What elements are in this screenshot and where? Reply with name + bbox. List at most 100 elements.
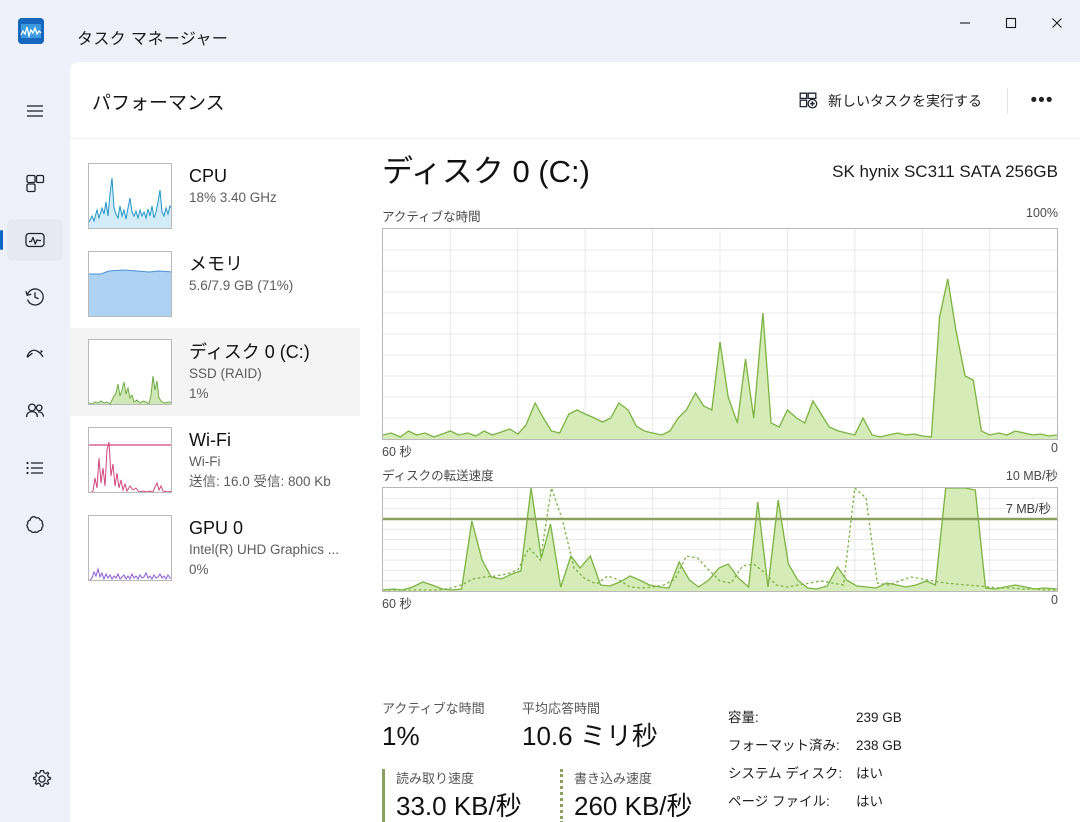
- active-time-labels: アクティブな時間 100%: [382, 206, 1058, 226]
- list-item-sub2: 1%: [189, 386, 209, 401]
- list-item-sub2: 送信: 16.0 受信: 800 Kb: [189, 474, 331, 489]
- info-row: 容量: 239 GB: [728, 704, 929, 732]
- transfer-rate-axis-left: 60 秒: [382, 597, 412, 611]
- minimize-button[interactable]: [942, 0, 988, 46]
- info-value: 239 GB: [856, 710, 902, 725]
- list-item-sub1: 18% 3.40 GHz: [189, 190, 277, 205]
- new-task-icon: [798, 90, 818, 113]
- details-icon: [24, 457, 46, 479]
- info-value: SSD (RAID): [856, 816, 929, 822]
- stats-block: アクティブな時間 1% 平均応答時間 10.6 ミリ秒 読み取り速度 33.0 …: [382, 699, 714, 822]
- stat-read-label: 読み取り速度: [396, 771, 475, 786]
- list-item-memory[interactable]: メモリ 5.6/7.9 GB (71%): [70, 240, 360, 328]
- list-item-sub1: Wi-Fi: [189, 454, 221, 469]
- info-key: 種類:: [728, 816, 856, 822]
- run-new-task-label: 新しいタスクを実行する: [828, 93, 982, 109]
- info-row: 種類: SSD (RAID): [728, 816, 929, 822]
- list-item-wifi[interactable]: Wi-Fi Wi-Fi 送信: 16.0 受信: 800 Kb: [70, 416, 360, 504]
- app-history-icon: [24, 286, 46, 308]
- info-row: フォーマット済み: 238 GB: [728, 732, 929, 760]
- content-card: パフォーマンス 新しいタスクを実行する •••: [70, 62, 1080, 822]
- sidebar-item-services[interactable]: [7, 504, 63, 546]
- stat-active-time-value: 1%: [382, 721, 420, 751]
- hamburger-menu-icon[interactable]: [7, 90, 63, 132]
- info-row: システム ディスク: はい: [728, 760, 929, 788]
- active-time-axis: 60 秒 0: [382, 441, 1058, 461]
- sidebar-item-startup-apps[interactable]: [7, 333, 63, 375]
- info-key: ページ ファイル:: [728, 794, 830, 809]
- stat-response-value: 10.6 ミリ秒: [522, 721, 658, 751]
- transfer-rate-labels: ディスクの転送速度 10 MB/秒: [382, 465, 1058, 485]
- active-time-graph: [382, 228, 1058, 440]
- disk-thumbnail-graph: [88, 339, 172, 405]
- active-time-axis-left: 60 秒: [382, 445, 412, 459]
- list-item-name: CPU: [189, 166, 228, 186]
- list-item-sub1: 5.6/7.9 GB (71%): [189, 278, 294, 293]
- toolbar-divider: [1007, 88, 1008, 114]
- wifi-thumbnail-graph: [88, 427, 172, 493]
- run-new-task-button[interactable]: 新しいタスクを実行する: [788, 84, 992, 118]
- list-item-disk0[interactable]: ディスク 0 (C:) SSD (RAID) 1%: [70, 328, 360, 416]
- cpu-thumbnail-graph: [88, 163, 172, 229]
- task-manager-icon: [18, 18, 44, 44]
- stat-write-label: 書き込み速度: [574, 771, 653, 786]
- detail-device-model: SK hynix SC311 SATA 256GB: [832, 162, 1058, 181]
- startup-apps-icon: [24, 343, 46, 365]
- stat-active-time-label: アクティブな時間: [382, 701, 485, 716]
- info-value: はい: [856, 766, 883, 781]
- list-item-sub1: Intel(R) UHD Graphics ...: [189, 542, 340, 557]
- window-title: タスク マネージャー: [77, 31, 229, 48]
- transfer-rate-axis: 60 秒 0: [382, 593, 1058, 613]
- sidebar-item-settings[interactable]: [14, 758, 70, 800]
- gpu-thumbnail-graph: [88, 515, 172, 581]
- stat-read-value: 33.0 KB/秒: [396, 791, 522, 821]
- detail-title: ディスク 0 (C:): [382, 154, 590, 189]
- list-item-gpu0[interactable]: GPU 0 Intel(R) UHD Graphics ... 0%: [70, 504, 360, 592]
- resource-list: CPU 18% 3.40 GHz メモリ 5.6/7.9 GB (71%): [70, 139, 360, 822]
- list-item-sub1: SSD (RAID): [189, 366, 262, 381]
- info-row: ページ ファイル: はい: [728, 788, 929, 816]
- list-item-name: メモリ: [189, 254, 243, 274]
- performance-icon: [24, 229, 46, 251]
- sidebar-item-processes[interactable]: [7, 162, 63, 204]
- content-header: パフォーマンス 新しいタスクを実行する •••: [70, 62, 1080, 139]
- info-value: 238 GB: [856, 738, 902, 753]
- detail-pane: ディスク 0 (C:) SK hynix SC311 SATA 256GB アク…: [360, 139, 1080, 822]
- sidebar-item-performance[interactable]: [0, 219, 63, 261]
- list-item-name: ディスク 0 (C:): [189, 342, 310, 362]
- transfer-rate-label: ディスクの転送速度: [382, 469, 494, 483]
- transfer-rate-max: 10 MB/秒: [1005, 469, 1058, 483]
- info-key: システム ディスク:: [728, 766, 843, 781]
- navigation-rail: [0, 62, 70, 822]
- active-time-axis-right: 0: [1051, 441, 1058, 455]
- services-icon: [24, 514, 46, 536]
- gear-icon: [31, 768, 53, 790]
- sidebar-item-app-history[interactable]: [7, 276, 63, 318]
- window-controls: [942, 0, 1080, 46]
- list-item-sub2: 0%: [189, 562, 209, 577]
- transfer-reference-label: 7 MB/秒: [1005, 502, 1051, 516]
- transfer-rate-axis-right: 0: [1051, 593, 1058, 607]
- active-time-label: アクティブな時間: [382, 210, 481, 224]
- sidebar-item-details[interactable]: [7, 447, 63, 489]
- info-key: フォーマット済み:: [728, 738, 840, 753]
- list-item-cpu[interactable]: CPU 18% 3.40 GHz: [70, 152, 360, 240]
- disk-info-table: 容量: 239 GB フォーマット済み: 238 GB システム ディスク: は…: [728, 704, 929, 822]
- close-button[interactable]: [1034, 0, 1080, 46]
- processes-icon: [25, 173, 46, 194]
- more-options-button[interactable]: •••: [1030, 90, 1054, 111]
- info-value: はい: [856, 794, 883, 809]
- info-key: 容量:: [728, 710, 759, 725]
- stat-write-value: 260 KB/秒: [574, 791, 693, 821]
- maximize-button[interactable]: [988, 0, 1034, 46]
- users-icon: [24, 400, 46, 422]
- detail-header: ディスク 0 (C:) SK hynix SC311 SATA 256GB: [382, 152, 1058, 206]
- page-title: パフォーマンス: [92, 93, 225, 114]
- transfer-rate-graph: 7 MB/秒: [382, 487, 1058, 592]
- sidebar-item-users[interactable]: [7, 390, 63, 432]
- list-item-name: Wi-Fi: [189, 430, 231, 450]
- title-bar: タスク マネージャー: [0, 0, 1080, 62]
- active-time-max: 100%: [1026, 206, 1058, 220]
- list-item-name: GPU 0: [189, 518, 244, 538]
